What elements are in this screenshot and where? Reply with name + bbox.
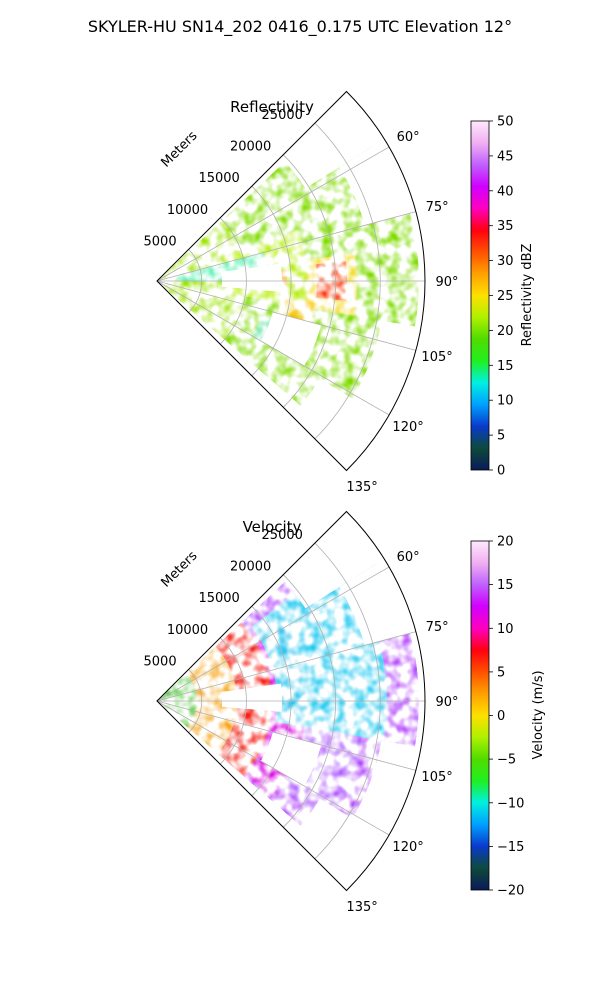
reflectivity-angle-tick-label: 90°	[435, 275, 458, 290]
velocity-colorbar: Velocity (m/s) −20 −15 −10 −5 0 5 10 15 20	[470, 535, 546, 899]
velocity-r-tick-label: 15000	[198, 591, 239, 606]
velocity-angle-gridline	[156, 631, 417, 702]
reflectivity-r-tick-label: 15000	[198, 171, 239, 186]
velocity-r-axis-label: Meters	[159, 548, 201, 590]
reflectivity-ticks: 5000 10000 15000 20000 25000 60° 75° 90° 105° 120…	[144, 108, 459, 495]
reflectivity-r-tick-label: 5000	[144, 234, 177, 249]
velocity-colorbar-tick-label: 5	[497, 665, 505, 680]
reflectivity-colorbar-tick-label: 10	[497, 394, 514, 409]
velocity-angle-tick-label: 60°	[397, 550, 420, 565]
reflectivity-colorbar-tick-label: 0	[497, 464, 505, 479]
velocity-panel: Velocity 5000 10000 15000 20000 25000 60° 75° 9…	[144, 510, 459, 915]
velocity-colorbar-tick-label: −5	[497, 753, 516, 768]
reflectivity-colorbar-tick-label: 20	[497, 324, 514, 339]
reflectivity-axes-frame	[156, 90, 426, 472]
reflectivity-colorbar-gradient	[470, 120, 490, 471]
reflectivity-colorbar: Reflectivity dBZ 0 5 10 15 20 25 30 35 40 45 50	[470, 115, 535, 479]
reflectivity-angle-tick-label: 60°	[397, 130, 420, 145]
figure-suptitle: SKYLER-HU SN14_202 0416_0.175 UTC Elevat…	[88, 17, 512, 37]
velocity-colorbar-tick-label: −15	[497, 840, 524, 855]
velocity-colorbar-tick-label: 15	[497, 578, 514, 593]
velocity-angle-tick-label: 75°	[426, 620, 449, 635]
reflectivity-angle-tick-label: 105°	[421, 350, 452, 365]
velocity-angle-tick-label: 105°	[421, 770, 452, 785]
reflectivity-colorbar-label: Reflectivity dBZ	[520, 244, 535, 347]
velocity-r-tick-label: 20000	[230, 560, 271, 575]
reflectivity-colorbar-tick-label: 30	[497, 254, 514, 269]
reflectivity-angle-gridline	[156, 211, 417, 282]
velocity-colorbar-tick-label: 20	[497, 535, 514, 550]
reflectivity-angle-gridline	[156, 146, 390, 282]
velocity-colorbar-tick-label: −20	[497, 884, 524, 899]
reflectivity-title: Reflectivity	[230, 98, 314, 116]
reflectivity-angle-tick-label: 75°	[426, 200, 449, 215]
reflectivity-r-tick-label: 25000	[262, 108, 303, 123]
velocity-r-tick-label: 5000	[144, 654, 177, 669]
velocity-r-tick-label: 25000	[262, 528, 303, 543]
reflectivity-angle-gridline	[156, 280, 390, 416]
velocity-colorbar-tick-label: 0	[497, 709, 505, 724]
velocity-angle-gridline	[156, 566, 390, 702]
reflectivity-panel: Reflectivity 5000 10000 15000 20000 25000 60°…	[144, 90, 459, 495]
velocity-title: Velocity	[243, 518, 302, 536]
velocity-ticks: 5000 10000 15000 20000 25000 60° 75° 90° 105° 120…	[144, 528, 459, 915]
reflectivity-grid	[156, 90, 426, 472]
velocity-colorbar-label: Velocity (m/s)	[531, 670, 546, 759]
reflectivity-colorbar-tick-label: 35	[497, 219, 514, 234]
velocity-angle-gridline	[156, 700, 390, 836]
reflectivity-colorbar-tick-label: 45	[497, 149, 514, 164]
reflectivity-r-tick-label: 20000	[230, 140, 271, 155]
reflectivity-angle-tick-label: 120°	[392, 420, 423, 435]
velocity-r-tick-label: 10000	[167, 623, 208, 638]
velocity-angle-tick-label: 135°	[346, 900, 377, 915]
reflectivity-colorbar-tick-label: 40	[497, 184, 514, 199]
velocity-angle-tick-label: 120°	[392, 840, 423, 855]
reflectivity-angle-gridline	[156, 280, 417, 351]
velocity-colorbar-tick-label: −10	[497, 796, 524, 811]
reflectivity-colorbar-tick-label: 5	[497, 429, 505, 444]
reflectivity-angle-tick-label: 135°	[346, 480, 377, 495]
velocity-colorbar-gradient	[470, 540, 490, 891]
reflectivity-colorbar-tick-label: 50	[497, 115, 514, 130]
velocity-angle-gridline	[156, 700, 417, 771]
reflectivity-r-axis-label: Meters	[159, 128, 201, 170]
velocity-grid	[156, 510, 426, 892]
velocity-angle-tick-label: 90°	[435, 695, 458, 710]
reflectivity-r-tick-label: 10000	[167, 203, 208, 218]
reflectivity-colorbar-tick-label: 25	[497, 289, 514, 304]
velocity-colorbar-tick-label: 10	[497, 622, 514, 637]
velocity-axes-frame	[156, 510, 426, 892]
reflectivity-colorbar-tick-label: 15	[497, 359, 514, 374]
